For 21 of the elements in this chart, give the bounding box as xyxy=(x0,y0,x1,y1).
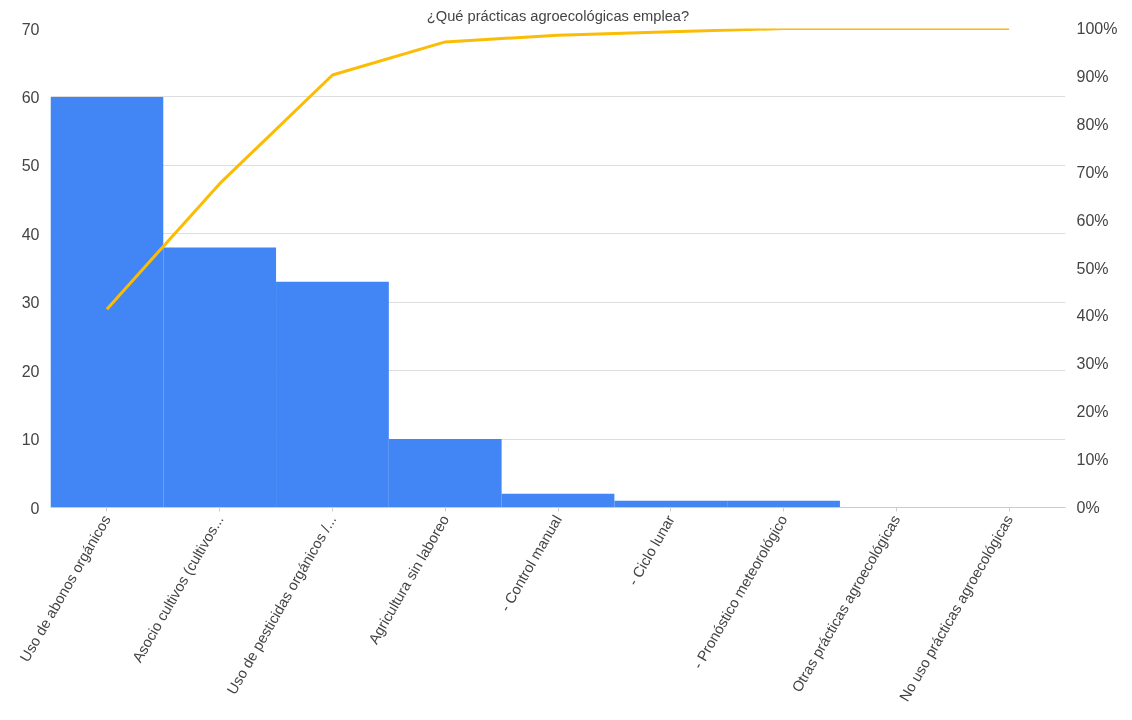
y2-tick-label: 50% xyxy=(1076,259,1109,277)
y-tick-label: 20 xyxy=(21,362,40,380)
line-series xyxy=(105,28,1011,311)
y-tick-label: 10 xyxy=(21,431,40,449)
y-tick-label: 60 xyxy=(21,88,40,106)
y-tick-label: 50 xyxy=(21,157,40,175)
y-tick-label: 70 xyxy=(21,20,40,38)
y2-tick-label: 40% xyxy=(1076,307,1109,325)
y2-tick-label: 80% xyxy=(1076,115,1109,133)
y2-tick-label: 70% xyxy=(1076,163,1109,181)
y-tick-label: 30 xyxy=(21,294,40,312)
y-tick-label: 0 xyxy=(30,499,40,517)
y2-tick-label: 60% xyxy=(1076,211,1109,229)
y2-tick-label: 20% xyxy=(1076,403,1109,421)
y2-tick-label: 90% xyxy=(1076,67,1109,85)
y-tick-label: 40 xyxy=(21,225,40,243)
chart-title: ¿Qué prácticas agroecológicas emplea? xyxy=(426,7,690,24)
y2-tick-label: 10% xyxy=(1076,451,1109,469)
y2-tick-label: 30% xyxy=(1076,355,1109,373)
y2-tick-label: 0% xyxy=(1076,499,1100,516)
y2-tick-label: 100% xyxy=(1076,20,1118,37)
